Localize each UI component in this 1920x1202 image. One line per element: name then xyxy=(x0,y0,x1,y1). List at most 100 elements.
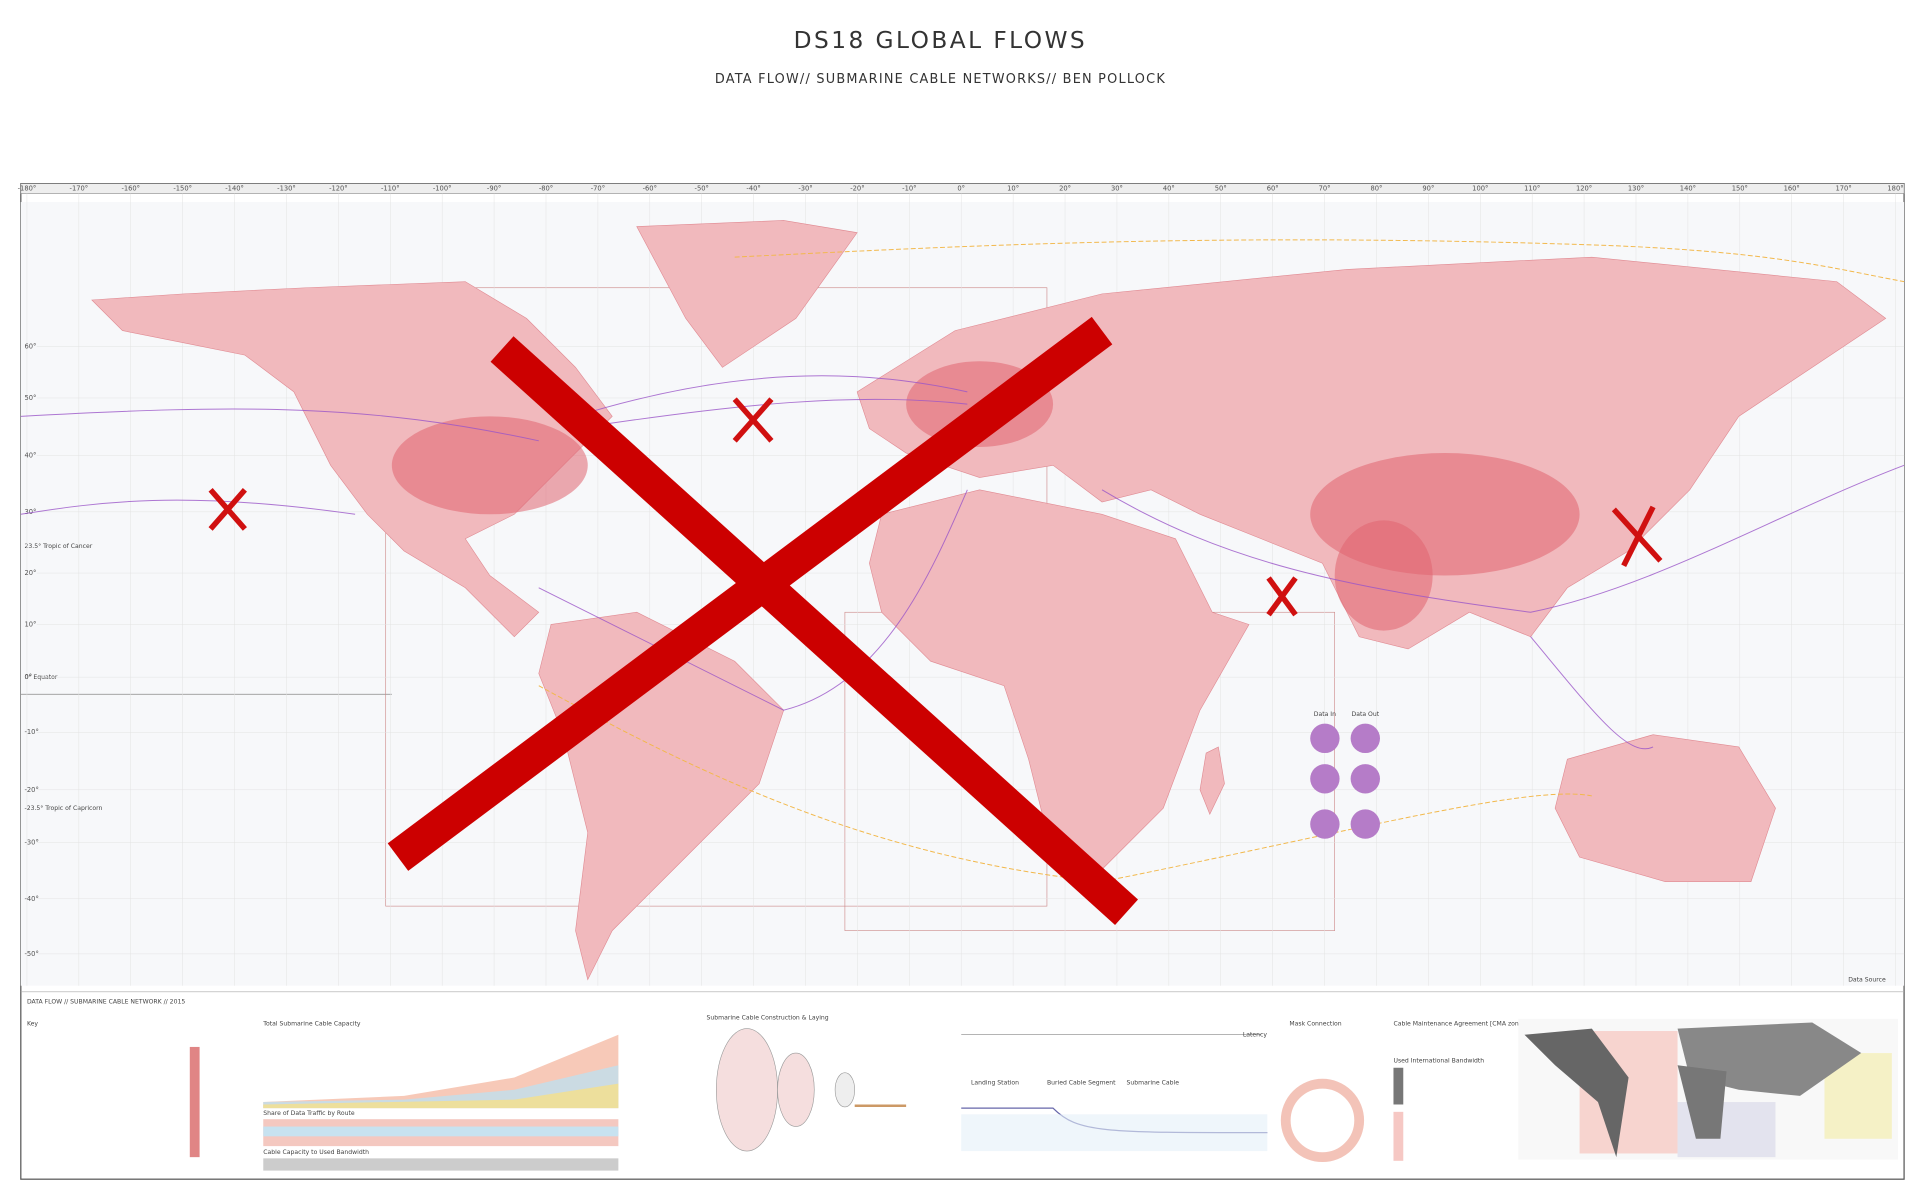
mini-continent xyxy=(1677,1065,1727,1139)
latitude-label: -40° xyxy=(24,895,38,903)
data-circle xyxy=(1350,809,1381,839)
longitude-label: -20° xyxy=(850,185,864,193)
cable-section xyxy=(777,1052,815,1127)
longitude-label: -30° xyxy=(798,185,812,193)
cable xyxy=(20,499,356,515)
capacity-area xyxy=(263,1083,619,1109)
small-cross xyxy=(732,397,774,443)
latitude-label: 30° xyxy=(24,508,36,516)
data-in-label: Data In xyxy=(1314,711,1336,718)
cma-legend xyxy=(1393,1111,1404,1161)
poster-content: DS18 GLOBAL FLOWS DATA FLOW// SUBMARINE … xyxy=(18,27,1905,1180)
longitude-label: 80° xyxy=(1371,185,1383,193)
longitude-label: 100° xyxy=(1472,185,1488,193)
longitude-label: 170° xyxy=(1836,185,1852,193)
share-title: Share of Data Traffic by Route xyxy=(263,1110,355,1117)
data-source: Data Source xyxy=(1848,977,1886,984)
longitude-label: -180° xyxy=(18,185,37,193)
longitude-label: -50° xyxy=(695,185,709,193)
cable xyxy=(575,375,968,417)
longitude-label: 0° xyxy=(957,185,965,193)
latitude-label: -20° xyxy=(24,786,38,794)
longitude-label: -140° xyxy=(225,185,244,193)
latitude-label: 10° xyxy=(24,620,36,628)
longitude-label: 110° xyxy=(1524,185,1540,193)
longitude-label: 120° xyxy=(1576,185,1592,193)
cable xyxy=(538,489,968,711)
latitude-label: -10° xyxy=(24,728,38,736)
small-cross xyxy=(208,487,247,531)
tropic-label: 23.5° Tropic of Cancer xyxy=(24,542,92,550)
india-density xyxy=(1334,520,1433,631)
landing-station: Landing Station xyxy=(971,1079,1019,1086)
cable xyxy=(1101,464,1905,613)
density-scale xyxy=(189,1046,200,1158)
mini-continent xyxy=(1524,1028,1629,1158)
cable xyxy=(575,398,968,430)
cable xyxy=(538,685,1592,883)
longitude-label: -170° xyxy=(70,185,89,193)
cables xyxy=(20,239,1905,883)
longitude-label: -120° xyxy=(329,185,348,193)
latency-label: Latency xyxy=(1243,1032,1268,1039)
longitude-label: -100° xyxy=(433,185,452,193)
longitude-label: 20° xyxy=(1059,185,1071,193)
latitude-label: -50° xyxy=(24,950,38,958)
longitude-label: -60° xyxy=(643,185,657,193)
longitude-label: -10° xyxy=(902,185,916,193)
small-cross xyxy=(1611,505,1663,567)
longitude-label: 30° xyxy=(1111,185,1123,193)
latitude-label: 20° xyxy=(24,569,36,577)
cable xyxy=(20,408,539,442)
latitude-label: 0° xyxy=(24,673,32,681)
longitude-band xyxy=(20,183,1905,194)
latitude-label: 50° xyxy=(24,394,36,402)
longitude-label: -80° xyxy=(539,185,553,193)
data-circle xyxy=(1350,723,1381,754)
data-circle xyxy=(1310,809,1340,839)
longitude-label: 60° xyxy=(1267,185,1279,193)
construction-title: Submarine Cable Construction & Laying xyxy=(707,1015,829,1022)
longitude-label: 160° xyxy=(1784,185,1800,193)
madagascar xyxy=(1199,746,1225,816)
sea-section xyxy=(961,1114,1268,1152)
longitude-label: 70° xyxy=(1319,185,1331,193)
bottom-panel: DATA FLOW // SUBMARINE CABLE NETWORK // … xyxy=(20,991,1905,1171)
tropic-label: -23.5° Tropic of Capricorn xyxy=(24,804,102,812)
longitude-label: 50° xyxy=(1215,185,1227,193)
donut xyxy=(1280,1078,1365,1163)
key-label: Key xyxy=(27,1021,38,1028)
cross-marks xyxy=(208,316,1663,925)
cable xyxy=(734,239,1905,283)
used-bandwidth: Used International Bandwidth xyxy=(1393,1057,1484,1064)
africa xyxy=(869,489,1250,870)
latitude-label: 60° xyxy=(24,343,36,351)
title: DS18 GLOBAL FLOWS xyxy=(794,27,1087,54)
share-bar xyxy=(263,1126,619,1137)
mask-connection: Mask Connection xyxy=(1289,1021,1341,1028)
data-circles: Data In Data Out xyxy=(1310,711,1381,839)
bandwidth-legend xyxy=(1393,1067,1404,1105)
buried-segment: Buried Cable Segment xyxy=(1047,1079,1116,1086)
data-circle xyxy=(1350,764,1381,794)
australia xyxy=(1554,734,1776,882)
longitude-label: 40° xyxy=(1163,185,1175,193)
subtitle: DATA FLOW// SUBMARINE CABLE NETWORKS// B… xyxy=(715,72,1166,87)
longitude-label: 10° xyxy=(1007,185,1019,193)
longitude-label: -40° xyxy=(746,185,760,193)
north-america xyxy=(91,281,613,638)
cma-title: Cable Maintenance Agreement [CMA zones] xyxy=(1393,1021,1528,1028)
longitude-label: -150° xyxy=(173,185,192,193)
longitude-label: -160° xyxy=(121,185,140,193)
cross-stroke xyxy=(387,316,1113,871)
capacity-title: Total Submarine Cable Capacity xyxy=(262,1021,361,1028)
panel-heading: DATA FLOW // SUBMARINE CABLE NETWORK // … xyxy=(27,999,185,1006)
na-density xyxy=(391,416,588,515)
latitude-label: -30° xyxy=(24,838,38,846)
longitude-label: 150° xyxy=(1732,185,1748,193)
longitude-label: 130° xyxy=(1628,185,1644,193)
longitude-label: 90° xyxy=(1422,185,1434,193)
